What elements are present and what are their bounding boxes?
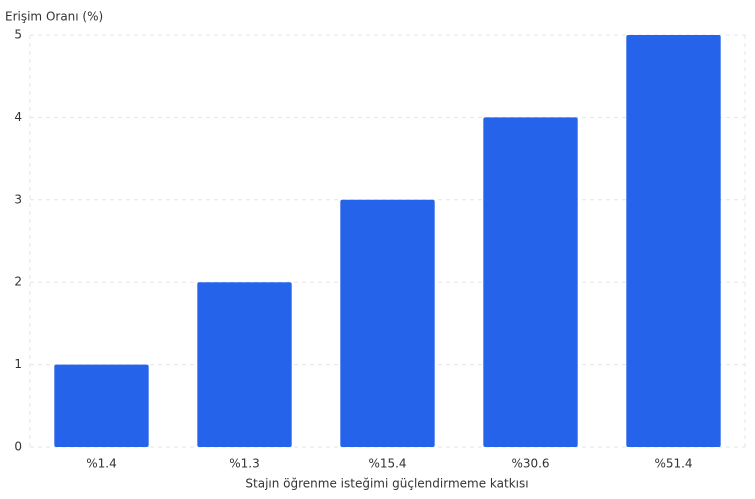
x-tick-label: %1.3 [229,457,260,471]
y-tick-label: 4 [14,110,22,124]
y-axis-title: Erişim Oranı (%) [5,10,103,24]
bar [483,117,578,448]
y-tick-label: 5 [14,28,22,42]
x-tick-label: %30.6 [511,457,549,471]
y-tick-label: 2 [14,275,22,289]
x-tick-label: %15.4 [368,457,406,471]
y-tick-label: 0 [14,440,22,454]
bar [340,199,435,447]
bar [197,282,292,447]
x-tick-label: %1.4 [86,457,117,471]
y-tick-label: 3 [14,192,22,206]
bar [626,35,721,447]
bar [54,364,149,447]
y-tick-label: 1 [14,357,22,371]
x-tick-label: %51.4 [654,457,692,471]
x-axis-title: Stajın öğrenme isteğimi güçlendirmeme ka… [245,477,528,491]
